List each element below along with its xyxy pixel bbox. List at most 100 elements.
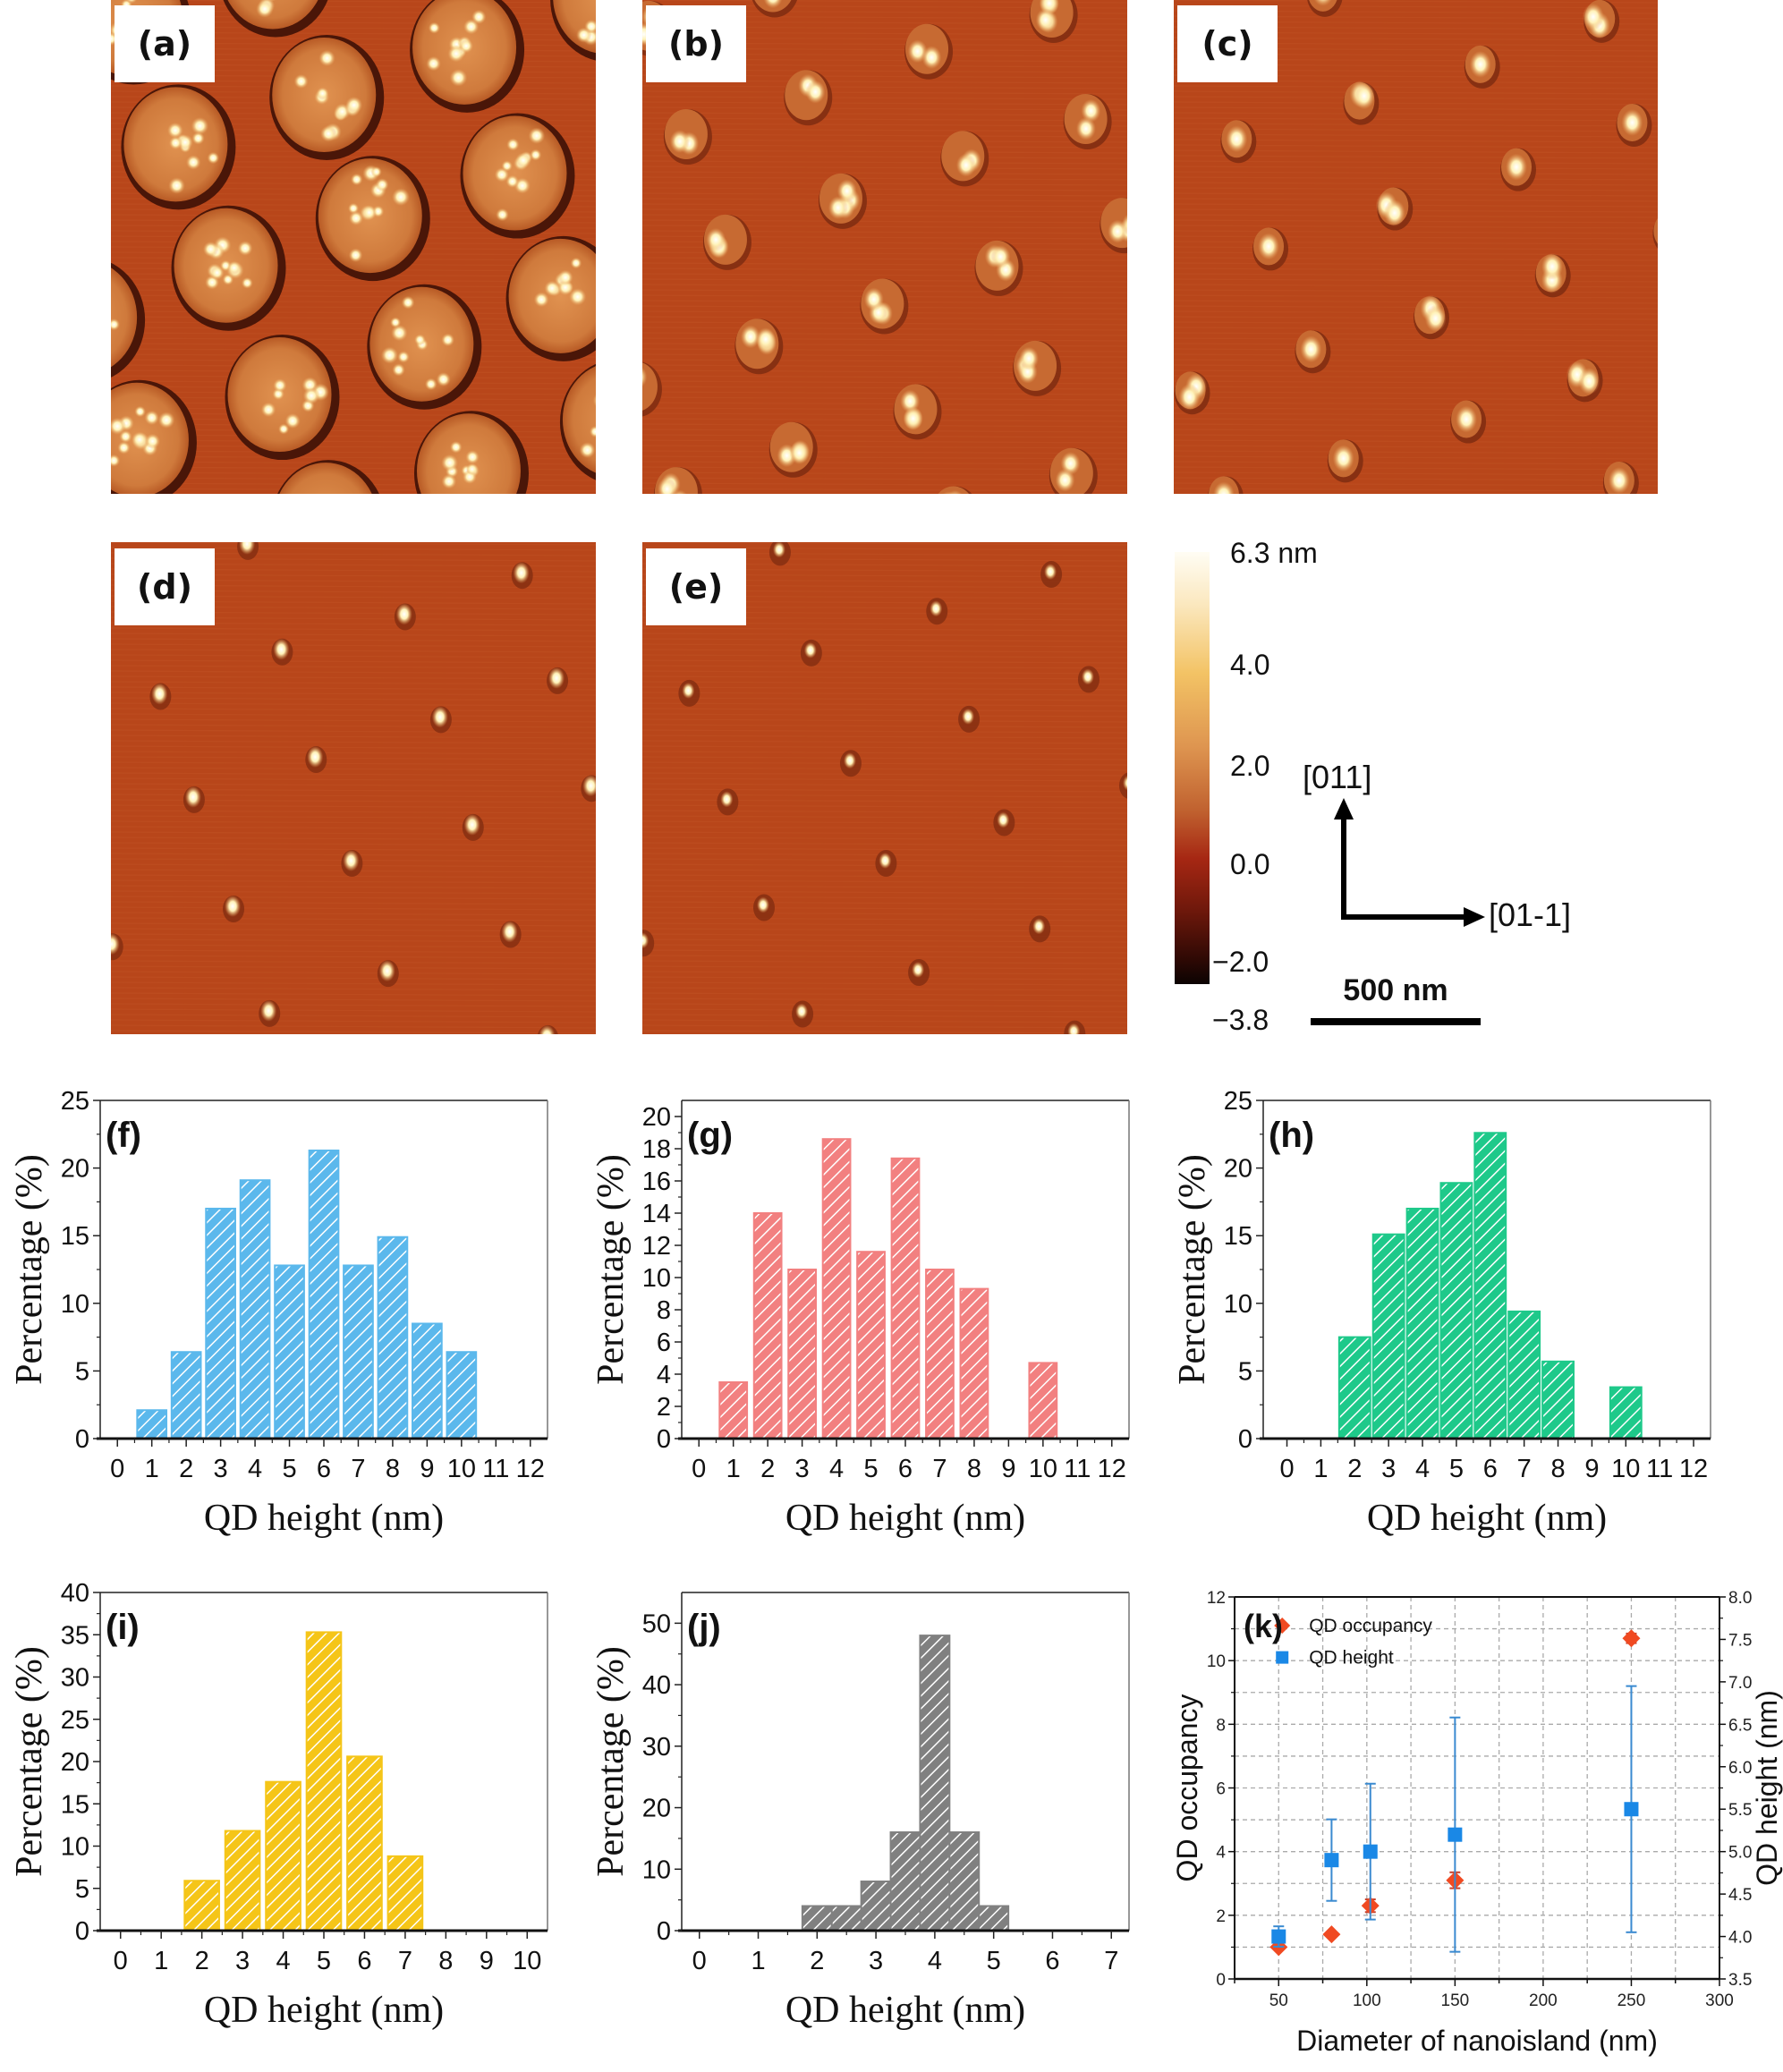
quantum-dot [441, 473, 457, 489]
quantum-dot [772, 542, 785, 558]
y-tick-label-right: 8.0 [1728, 1589, 1752, 1608]
x-tick-label: 3 [795, 1455, 810, 1483]
histogram-f: 0 5 10 15 20 25 0 1 2 3 4 5 6 7 8 9 10 11 12 QD height (nm)… [0, 1087, 590, 1575]
nanoisland [111, 267, 138, 368]
x-tick-label: 7 [932, 1455, 947, 1483]
quantum-dot [260, 402, 276, 418]
histogram-bar [346, 1755, 383, 1932]
x-tick-label: 7 [1517, 1455, 1532, 1483]
x-axis-label: QD height (nm) [785, 1990, 1025, 2031]
quantum-dot [1213, 481, 1235, 494]
quantum-dot [463, 19, 480, 35]
histogram-g: 0 2 4 6 8 10 12 14 16 18 20 0 1 2 3 4 5 6 7 8 9 10 11 12 QD heig… [582, 1087, 1172, 1575]
x-tick-label: 50 [1269, 1991, 1288, 2010]
quantum-dot [1108, 219, 1127, 243]
legend-label-occupancy: QD occupancy [1309, 1616, 1432, 1636]
y-tick-label: 20 [61, 1155, 89, 1184]
quantum-dot [539, 1024, 556, 1034]
colorbar-label-neg2: −2.0 [1212, 946, 1269, 978]
quantum-dot [863, 287, 884, 311]
quantum-dot [428, 21, 440, 34]
y-tick-label: 14 [642, 1200, 671, 1228]
quantum-dot [241, 276, 253, 289]
quantum-dot [533, 292, 549, 308]
chart-panel-label: (g) [687, 1116, 733, 1155]
x-tick-label: 10 [513, 1947, 541, 1975]
y-tick-label: 10 [61, 1290, 89, 1319]
y-tick-label-right: 7.0 [1728, 1674, 1752, 1693]
histogram-bar [274, 1264, 305, 1439]
histogram-bar [889, 1831, 921, 1932]
quantum-dot [449, 440, 463, 454]
quantum-dot [226, 260, 242, 276]
quantum-dot [755, 327, 776, 352]
scale-bar-label: 500 nm [1343, 973, 1448, 1007]
quantum-dot [392, 188, 410, 207]
quantum-dot [390, 317, 402, 328]
x-tick-label: 5 [1449, 1455, 1464, 1483]
x-tick-label: 10 [1029, 1455, 1057, 1483]
x-tick-label: 11 [1646, 1455, 1673, 1483]
quantum-dot [1578, 368, 1600, 395]
quantum-dot [828, 196, 848, 220]
quantum-dot [997, 811, 1010, 828]
histogram-bar [890, 1157, 921, 1440]
y-tick-label: 20 [1224, 1155, 1252, 1184]
quantum-dot [117, 441, 131, 454]
quantum-dot [589, 425, 596, 438]
height-point [1363, 1844, 1378, 1859]
histogram-bar [446, 1351, 478, 1439]
histogram-bar [856, 1251, 886, 1439]
x-tick-label: 4 [829, 1455, 844, 1483]
x-tick-label: 6 [1483, 1455, 1498, 1483]
height-point [1448, 1827, 1463, 1842]
histogram-i: 0 5 10 15 20 25 30 35 40 0 1 2 3 4 5 6 7 8 9 10 QD height (n… [0, 1579, 590, 2068]
scatter-k: 0 2 4 6 8 10 12 3.5 4.0 4.5 5.0 5.5 6.0 6.5 7.0 7.5 8.0 5… [1163, 1579, 1783, 2068]
y-tick-label: 2 [657, 1393, 671, 1422]
colorbar-label-2: 2.0 [1230, 750, 1270, 782]
histogram-bar [308, 1149, 340, 1439]
chart-panel-label: (k) [1244, 1608, 1283, 1644]
quantum-dot [515, 152, 531, 169]
panel-label-d: (d) [115, 548, 215, 625]
y-tick-label: 16 [642, 1168, 671, 1196]
quantum-dot [1081, 98, 1101, 123]
y-tick-label: 10 [642, 1264, 671, 1293]
x-tick-label: 0 [692, 1455, 706, 1483]
y-tick-label-right: 5.5 [1728, 1801, 1752, 1820]
quantum-dot [568, 288, 587, 306]
histogram-bar [305, 1631, 343, 1932]
x-tick-label: 7 [1104, 1947, 1118, 1975]
quantum-dot [1353, 82, 1375, 110]
x-tick-label: 2 [195, 1947, 209, 1975]
quantum-dot [1582, 3, 1604, 30]
legend-label-height: QD height [1309, 1648, 1394, 1669]
quantum-dot [962, 708, 975, 725]
y-tick-label: 25 [61, 1087, 89, 1116]
quantum-dot [191, 116, 209, 135]
colorbar-label-0: 0.0 [1230, 848, 1270, 880]
quantum-dot [544, 280, 560, 296]
x-tick-label: 2 [179, 1455, 193, 1483]
x-tick-label: 0 [1279, 1455, 1294, 1483]
quantum-dot [320, 125, 337, 142]
quantum-dot [401, 295, 415, 310]
histogram-bar [224, 1830, 261, 1932]
quantum-dot [706, 227, 726, 251]
quantum-dot [1258, 233, 1280, 260]
y-tick-label: 0 [1238, 1425, 1252, 1454]
y-tick-label: 40 [61, 1579, 89, 1608]
quantum-dot [392, 363, 405, 377]
quantum-dot [395, 603, 412, 625]
panel-label-e: (e) [646, 548, 746, 625]
y-tick-label: 10 [61, 1833, 89, 1862]
quantum-dot [436, 371, 451, 387]
quantum-dot [530, 149, 542, 161]
histogram-bar [265, 1780, 301, 1932]
x-tick-label: 5 [317, 1947, 331, 1975]
y-tick-label: 18 [642, 1135, 671, 1164]
colorbar-label-max: 6.3 nm [1230, 537, 1318, 569]
quantum-dot [449, 69, 468, 87]
quantum-dot [1608, 467, 1630, 494]
orientation-label-011: [011] [1303, 759, 1372, 795]
